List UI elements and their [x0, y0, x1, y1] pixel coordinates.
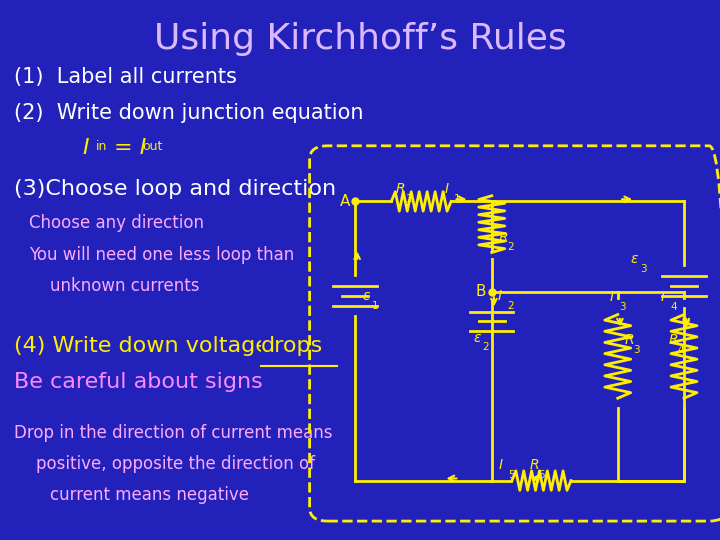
Text: ε: ε [473, 330, 480, 345]
Text: 4: 4 [670, 302, 677, 312]
Text: (4) Write down voltage: (4) Write down voltage [14, 336, 276, 356]
Text: Drop in the direction of current means: Drop in the direction of current means [14, 424, 333, 442]
Text: 3: 3 [634, 345, 640, 355]
Text: I: I [610, 290, 614, 304]
Text: 1: 1 [405, 194, 412, 204]
Text: = I: = I [114, 138, 146, 158]
Text: out: out [143, 140, 163, 153]
Text: 3: 3 [619, 302, 626, 312]
Text: R: R [668, 333, 678, 347]
Text: unknown currents: unknown currents [50, 277, 200, 295]
Text: (1)  Label all currents: (1) Label all currents [14, 68, 238, 87]
Text: 2: 2 [508, 242, 514, 252]
Text: R: R [498, 231, 508, 245]
Text: drops: drops [261, 336, 323, 356]
Text: R: R [529, 458, 539, 472]
Text: 1: 1 [372, 301, 378, 310]
Text: ε: ε [631, 252, 638, 266]
Text: 5: 5 [539, 470, 545, 480]
Text: Choose any direction: Choose any direction [29, 214, 204, 232]
Text: I: I [498, 289, 502, 303]
Text: ε: ε [362, 289, 369, 303]
Text: A: A [340, 194, 350, 209]
Text: 4: 4 [678, 345, 684, 355]
Text: I: I [499, 458, 503, 472]
Text: B: B [475, 284, 486, 299]
Text: R: R [624, 333, 634, 347]
Text: 2: 2 [507, 301, 513, 310]
Text: Using Kirchhoff’s Rules: Using Kirchhoff’s Rules [153, 22, 567, 56]
Text: positive, opposite the direction of: positive, opposite the direction of [36, 455, 315, 472]
Text: I: I [444, 182, 449, 196]
Text: You will need one less loop than: You will need one less loop than [29, 246, 294, 264]
Text: (3)Choose loop and direction: (3)Choose loop and direction [14, 179, 336, 199]
Text: Be careful about signs: Be careful about signs [14, 372, 263, 392]
Text: 2: 2 [482, 342, 489, 352]
Text: 3: 3 [640, 264, 647, 274]
Text: I: I [661, 290, 665, 304]
Text: (2)  Write down junction equation: (2) Write down junction equation [14, 103, 364, 123]
Text: current means negative: current means negative [50, 486, 249, 504]
Text: 5: 5 [508, 470, 515, 480]
Text: I: I [83, 138, 89, 158]
Text: 1: 1 [454, 194, 460, 204]
Text: R: R [396, 182, 405, 196]
Text: in: in [96, 140, 107, 153]
